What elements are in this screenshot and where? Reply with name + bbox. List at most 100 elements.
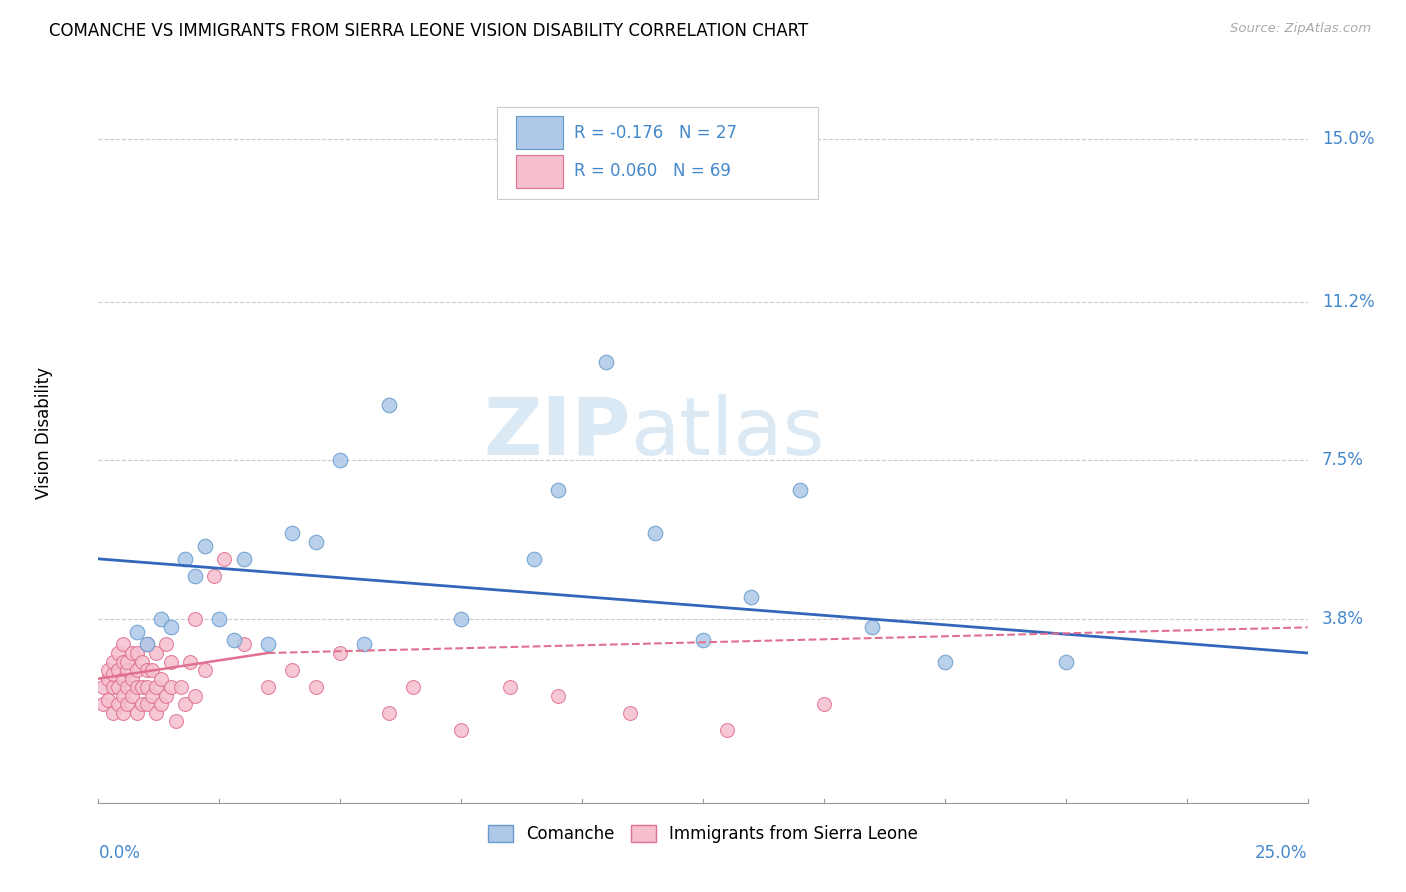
Text: 11.2%: 11.2%: [1322, 293, 1375, 311]
FancyBboxPatch shape: [498, 107, 818, 200]
Point: [145, 706, 167, 720]
Point: [644, 526, 666, 541]
Text: R = 0.060   N = 69: R = 0.060 N = 69: [574, 162, 731, 180]
Point: [135, 680, 157, 694]
Point: [101, 706, 124, 720]
Point: [135, 637, 157, 651]
Point: [789, 483, 811, 498]
Point: [160, 680, 183, 694]
Point: [716, 723, 738, 737]
Text: COMANCHE VS IMMIGRANTS FROM SIERRA LEONE VISION DISABILITY CORRELATION CHART: COMANCHE VS IMMIGRANTS FROM SIERRA LEONE…: [49, 22, 808, 40]
Point: [256, 637, 278, 651]
Point: [141, 689, 163, 703]
Point: [256, 680, 278, 694]
Point: [131, 698, 153, 712]
Point: [174, 698, 197, 712]
Point: [97, 663, 120, 677]
Point: [127, 663, 149, 677]
Point: [101, 655, 124, 669]
FancyBboxPatch shape: [516, 117, 562, 149]
Point: [184, 612, 207, 626]
Point: [194, 663, 217, 677]
Point: [107, 680, 129, 694]
Point: [111, 706, 134, 720]
Point: [281, 526, 304, 541]
Point: [498, 680, 520, 694]
Point: [117, 655, 139, 669]
Point: [135, 637, 157, 651]
Point: [813, 698, 835, 712]
Point: [111, 689, 134, 703]
Text: Source: ZipAtlas.com: Source: ZipAtlas.com: [1230, 22, 1371, 36]
Point: [127, 706, 149, 720]
Text: 3.8%: 3.8%: [1322, 610, 1364, 628]
Point: [127, 680, 149, 694]
FancyBboxPatch shape: [516, 155, 562, 187]
Point: [155, 637, 177, 651]
Point: [107, 698, 129, 712]
Text: 7.5%: 7.5%: [1322, 451, 1364, 469]
Point: [619, 706, 641, 720]
Text: 25.0%: 25.0%: [1256, 844, 1308, 862]
Point: [860, 620, 883, 634]
Point: [450, 612, 472, 626]
Point: [450, 723, 472, 737]
Point: [305, 534, 328, 549]
Point: [155, 689, 177, 703]
Point: [222, 633, 245, 648]
Point: [174, 552, 197, 566]
Point: [169, 680, 191, 694]
Point: [160, 655, 183, 669]
Point: [194, 539, 217, 553]
Point: [740, 591, 762, 605]
Point: [135, 663, 157, 677]
Point: [160, 620, 183, 634]
Point: [1054, 655, 1077, 669]
Point: [127, 646, 149, 660]
Point: [165, 714, 187, 729]
Point: [547, 483, 569, 498]
Point: [547, 689, 569, 703]
Point: [91, 680, 114, 694]
Point: [131, 680, 153, 694]
Point: [131, 655, 153, 669]
Point: [305, 680, 328, 694]
Point: [150, 672, 173, 686]
Point: [107, 646, 129, 660]
Point: [934, 655, 956, 669]
Point: [121, 672, 143, 686]
Point: [402, 680, 425, 694]
Point: [121, 646, 143, 660]
Point: [353, 637, 375, 651]
Point: [232, 637, 254, 651]
Point: [150, 612, 173, 626]
Point: [127, 624, 149, 639]
Point: [141, 663, 163, 677]
Point: [117, 663, 139, 677]
Text: 15.0%: 15.0%: [1322, 130, 1375, 148]
Point: [107, 663, 129, 677]
Point: [377, 398, 399, 412]
Point: [145, 646, 167, 660]
Point: [111, 655, 134, 669]
Point: [101, 667, 124, 681]
Text: atlas: atlas: [630, 393, 825, 472]
Point: [184, 689, 207, 703]
Point: [117, 698, 139, 712]
Point: [135, 698, 157, 712]
Text: R = -0.176   N = 27: R = -0.176 N = 27: [574, 124, 737, 142]
Point: [204, 569, 226, 583]
Point: [150, 698, 173, 712]
Point: [97, 672, 120, 686]
Point: [179, 655, 201, 669]
Point: [184, 569, 207, 583]
Legend: Comanche, Immigrants from Sierra Leone: Comanche, Immigrants from Sierra Leone: [481, 819, 925, 850]
Point: [91, 698, 114, 712]
Point: [121, 689, 143, 703]
Point: [97, 693, 120, 707]
Point: [145, 680, 167, 694]
Point: [281, 663, 304, 677]
Point: [111, 672, 134, 686]
Point: [117, 680, 139, 694]
Point: [232, 552, 254, 566]
